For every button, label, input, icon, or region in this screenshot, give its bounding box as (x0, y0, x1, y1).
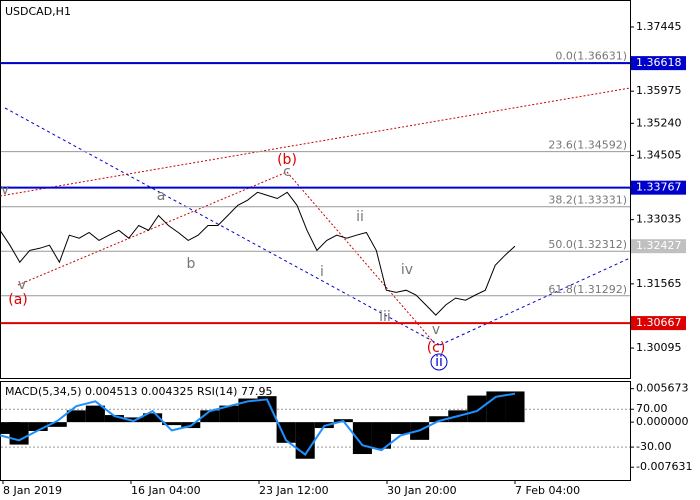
trend-line (4, 107, 441, 346)
x-tick-label: 30 Jan 20:00 (387, 484, 457, 497)
price-box (631, 316, 686, 331)
wave-label: ii (356, 209, 364, 225)
wave-label: c (283, 164, 291, 180)
indicator-title: MACD(5,34,5) 0.004513 0.004325 RSI(14) 7… (5, 385, 272, 398)
histogram-bar (276, 422, 296, 443)
trend-line (439, 257, 631, 346)
y-tick-label: 1.35975 (636, 84, 682, 97)
price-box (631, 180, 686, 195)
histogram-bar (143, 413, 163, 423)
histogram-bar (467, 395, 487, 423)
x-tick-label: 7 Feb 04:00 (515, 484, 580, 497)
price-label: 1.30667 (636, 316, 682, 329)
y-tick-label: 1.34505 (636, 148, 682, 161)
histogram-bar (371, 422, 392, 449)
price-label: 1.36618 (636, 56, 682, 69)
chart-title: USDCAD,H1 (5, 5, 71, 18)
wave-label: (c) (427, 340, 446, 356)
histogram-bar (391, 422, 411, 434)
x-tick-label: 23 Jan 12:00 (259, 484, 329, 497)
wave-label: b (187, 256, 196, 272)
histogram-bar (162, 422, 182, 426)
histogram-bar (429, 416, 449, 423)
y-tick-label: 1.31565 (636, 277, 682, 290)
histogram-bar (28, 422, 48, 431)
fib-label: 0.0(1.36631) (555, 50, 627, 63)
histogram-bar (47, 422, 67, 427)
histogram-bar (505, 391, 525, 423)
x-tick-label: 8 Jan 2019 (3, 484, 62, 497)
y-tick-label: -0.007631 (636, 460, 692, 473)
wave-label: v (1, 182, 9, 198)
x-tick-label: 16 Jan 04:00 (131, 484, 201, 497)
histogram-bar (104, 415, 124, 423)
last-price-label: 1.32427 (636, 239, 682, 252)
wave-line (17, 171, 288, 286)
wave-label: v (18, 277, 26, 293)
indicator-frame (0, 381, 631, 481)
wave-label: a (157, 188, 166, 204)
wave-label: i (320, 264, 324, 280)
price-label: 1.33767 (636, 181, 682, 194)
y-tick-label: 70.00 (636, 402, 668, 415)
y-tick-label: 1.37445 (636, 20, 682, 33)
histogram-bar (66, 410, 86, 423)
indicator-line (0, 392, 516, 457)
main-frame (0, 0, 631, 379)
price-box (631, 56, 686, 71)
wave-label: iii (379, 309, 391, 325)
histogram-bar (85, 405, 105, 423)
wave-label: v (432, 322, 440, 338)
wave-circle (430, 353, 448, 371)
y-tick-label: 1.35240 (636, 116, 682, 129)
y-tick-label: 1.30095 (636, 341, 682, 354)
histogram-bar (123, 417, 144, 423)
wave-line (286, 171, 437, 346)
wave-label: iv (401, 262, 413, 278)
fib-label: 38.2(1.33331) (548, 194, 627, 207)
fib-label: 50.0(1.32312) (548, 238, 627, 251)
y-tick-label: 1.33035 (636, 213, 682, 226)
histogram-bar (257, 396, 277, 423)
histogram-bar (219, 405, 239, 423)
wave-label: ii (435, 354, 443, 370)
histogram-bar (238, 398, 258, 423)
price-line-series (0, 191, 516, 316)
y-tick-label: 0.005673 (636, 382, 689, 395)
last-price-box (631, 239, 686, 254)
histogram-bar (295, 422, 315, 459)
fib-label: 61.8(1.31292) (548, 283, 627, 296)
channel-line (0, 87, 631, 197)
histogram-bar (200, 410, 220, 423)
fib-label: 23.6(1.34592) (548, 139, 627, 152)
wave-label: (a) (8, 292, 28, 308)
y-tick-label: -30.00 (636, 440, 671, 453)
wave-label: (b) (277, 152, 297, 168)
y-tick-label: 0.000000 (636, 415, 689, 428)
